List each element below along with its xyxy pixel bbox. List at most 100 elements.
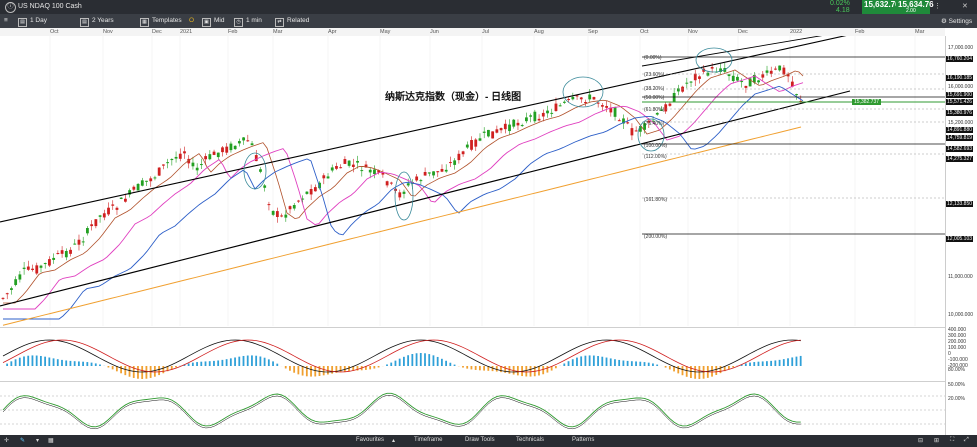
buy-button[interactable]: 15,634.76 2.00 xyxy=(896,0,934,14)
close-icon[interactable]: ✕ xyxy=(962,3,968,10)
candle-body xyxy=(199,164,203,166)
interval-select[interactable]: ▤ 1 Day xyxy=(18,17,47,27)
macd-histogram-bar xyxy=(656,364,659,366)
candle-body xyxy=(398,192,402,198)
macd-histogram-bar xyxy=(516,366,519,376)
pane-separator[interactable] xyxy=(0,327,945,328)
tab-patterns[interactable]: Patterns xyxy=(572,437,595,443)
candle-body xyxy=(373,169,376,175)
candle-body xyxy=(124,198,127,202)
macd-histogram-bar xyxy=(310,366,312,377)
macd-histogram-bar xyxy=(652,363,654,366)
candle-body xyxy=(465,144,469,148)
candle-body xyxy=(693,73,697,81)
pencil-icon[interactable]: ✎ xyxy=(20,438,26,444)
candle-body xyxy=(94,219,98,227)
change-pts: 4.18 xyxy=(836,7,850,14)
macd-histogram-bar xyxy=(681,366,684,376)
more-menu-icon[interactable]: ⋮ xyxy=(934,3,941,10)
mid-select[interactable]: ▣ Mid xyxy=(202,17,224,27)
macd-histogram-bar xyxy=(238,356,241,366)
candle-body xyxy=(284,214,288,218)
dropdown-icon[interactable]: ▾ xyxy=(36,438,40,444)
time-axis-label: Feb xyxy=(855,29,865,35)
candle-body xyxy=(77,239,81,245)
candle-body xyxy=(495,129,499,133)
candle-body xyxy=(567,99,571,101)
macd-histogram-bar xyxy=(356,366,359,371)
fit-icon[interactable]: ⛶ xyxy=(950,437,955,443)
tab-timeframe[interactable]: Timeframe xyxy=(414,437,443,443)
price-tag: 15,382.737 xyxy=(852,99,882,105)
candle-body xyxy=(128,190,132,195)
crosshair-icon[interactable]: ✛ xyxy=(4,438,10,444)
macd-histogram-bar xyxy=(432,355,435,366)
macd-histogram-bar xyxy=(580,356,583,366)
sell-button[interactable]: 15,632.76 xyxy=(862,0,900,14)
related-icon: ⇄ xyxy=(275,18,284,27)
macd-histogram-bar xyxy=(394,360,397,366)
settings-button[interactable]: ⚙ Settings xyxy=(941,18,973,25)
candle-body xyxy=(685,82,689,84)
fullscreen-icon[interactable]: ⤢ xyxy=(964,437,969,443)
price-axis-label: 14,582.693 xyxy=(946,146,974,152)
period-select[interactable]: ▤ 2 Years xyxy=(80,17,114,27)
candle-body xyxy=(478,138,482,141)
tab-draw-tools[interactable]: Draw Tools xyxy=(465,437,495,443)
candle-body xyxy=(208,154,212,160)
ohlc-toggle[interactable]: O xyxy=(189,17,195,24)
templates-button[interactable]: ▦ Templates xyxy=(140,17,182,27)
candle-body xyxy=(432,171,435,176)
candle-body xyxy=(271,210,275,215)
macd-histogram-bar xyxy=(225,359,228,366)
chart-title: 纳斯达克指数（现金）- 日线图 xyxy=(385,92,522,103)
macd-histogram-bar xyxy=(630,361,633,366)
macd-histogram-bar xyxy=(436,356,439,366)
candle-body xyxy=(64,250,68,258)
tab-technicals[interactable]: Technicals xyxy=(516,437,545,443)
candle-body xyxy=(769,70,773,74)
macd-histogram-bar xyxy=(386,364,388,366)
pane-separator[interactable] xyxy=(0,381,945,382)
price-axis-label: 12,005.103 xyxy=(946,236,974,242)
candle-body xyxy=(140,180,144,186)
macd-histogram-bar xyxy=(614,359,616,366)
macd-histogram-bar xyxy=(495,366,498,372)
related-button[interactable]: ⇄ Related xyxy=(275,17,309,27)
one-min-button[interactable]: ◷ 1 min xyxy=(234,17,262,27)
grid-icon[interactable]: ▦ xyxy=(48,438,54,444)
macd-histogram-bar xyxy=(39,355,42,366)
price-axis[interactable]: 17,000.000 16,760.204 16,190.185 16,000.000… xyxy=(945,36,977,436)
price-chart[interactable] xyxy=(0,36,945,435)
candle-body xyxy=(90,224,94,227)
candle-body xyxy=(267,204,271,206)
candle-body xyxy=(719,68,722,72)
macd-histogram-bar xyxy=(732,366,735,368)
macd-histogram-bar xyxy=(778,359,781,366)
info-icon[interactable]: ⓘ xyxy=(5,2,16,13)
macd-histogram-bar xyxy=(61,359,63,366)
zoom-out-icon[interactable]: ⊟ xyxy=(918,438,924,444)
menu-icon[interactable]: ≡ xyxy=(4,17,8,24)
candle-body xyxy=(377,170,381,173)
title-bar: ⓘ US NDAQ 100 Cash xyxy=(0,0,977,14)
candle-body xyxy=(237,141,241,144)
price-axis-label: 11,000.000 xyxy=(948,274,973,280)
candle-body xyxy=(56,253,60,255)
candle-body xyxy=(778,65,782,71)
zoom-in-icon[interactable]: ⊞ xyxy=(934,438,940,444)
macd-histogram-bar xyxy=(664,366,667,368)
macd-histogram-bar xyxy=(478,366,481,371)
highlight-circle xyxy=(394,171,414,221)
price-axis-label: 16,190.185 xyxy=(946,75,974,81)
candle-body xyxy=(584,102,587,104)
stoch-axis-label: 80.00% xyxy=(948,367,965,373)
chevron-up-icon[interactable]: ▴ xyxy=(392,438,396,444)
candle-body xyxy=(609,107,613,113)
channel-upper-line xyxy=(0,36,847,223)
candle-body xyxy=(364,164,368,168)
candle-body xyxy=(119,197,123,199)
macd-histogram-bar xyxy=(466,366,469,369)
macd-histogram-bar xyxy=(56,359,59,366)
tab-favourites[interactable]: Favourites xyxy=(356,437,385,443)
